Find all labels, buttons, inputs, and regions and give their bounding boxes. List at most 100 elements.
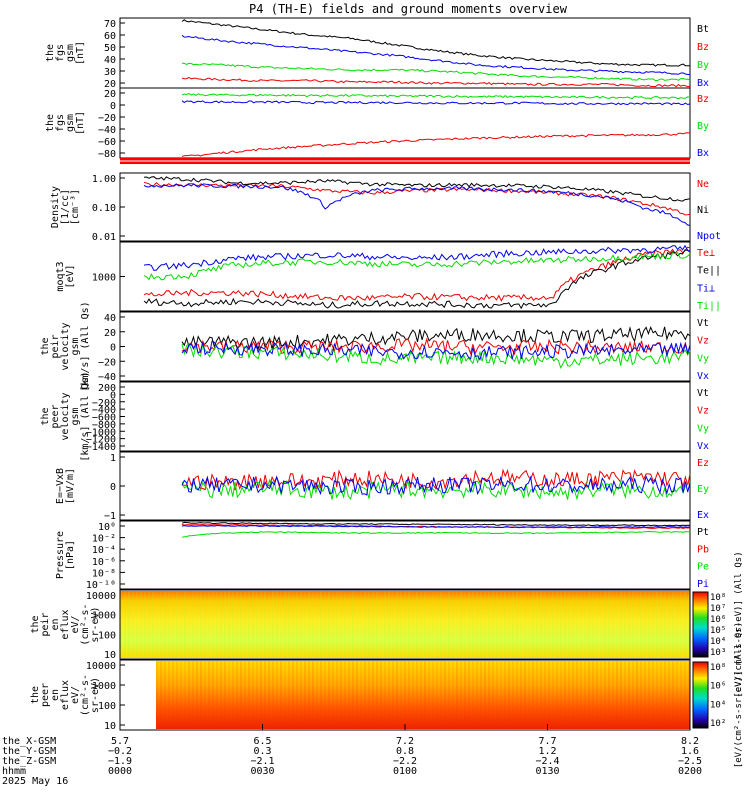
spectrogram-texture (292, 661, 294, 729)
panel-0-ylabel-line: the (45, 44, 56, 62)
spectrogram-texture (344, 591, 346, 658)
spectrogram-texture (124, 591, 126, 658)
spectrogram-texture (316, 661, 318, 729)
panel-6-ylabel-line: peer (50, 404, 61, 428)
x-row-value: 0000 (108, 766, 132, 777)
spectrogram-texture (672, 661, 674, 729)
spectrogram-texture (248, 661, 250, 729)
spectrogram-texture (612, 591, 614, 658)
spectrogram-texture (196, 661, 198, 729)
panel-4: moqt3 [eV] 1000 Te⊥ Te|| Ti⊥ Ti|| (55, 241, 721, 312)
spectrogram-texture (204, 661, 206, 729)
spectrogram-texture (288, 591, 290, 658)
legend-vt: Vt (697, 388, 709, 399)
series-bz-line (181, 132, 691, 157)
spectrogram-texture (388, 661, 390, 729)
panel-4-ytick-label: 1000 (92, 273, 116, 284)
spectrogram-texture (580, 661, 582, 729)
spectrogram-texture (424, 661, 426, 729)
spectrogram-texture (472, 661, 474, 729)
spectrogram-texture (260, 591, 262, 658)
spectrogram-texture (432, 661, 434, 729)
spectrogram-texture (396, 591, 398, 658)
legend-ey: Ey (697, 484, 709, 495)
spectrogram-texture (424, 591, 426, 658)
spectrogram-texture (280, 661, 282, 729)
legend-pe: Pe (697, 562, 709, 573)
spectrogram-texture (304, 661, 306, 729)
spectrogram-texture (420, 661, 422, 729)
panel-8-ytick-label: 10⁻⁴ (92, 545, 116, 556)
x-row-label: the_X-GSM (2, 736, 56, 747)
spectrogram-texture (632, 591, 634, 658)
spectrogram-texture (680, 661, 682, 729)
spectrogram-texture (416, 661, 418, 729)
panel-3: Density [1/cc] [cm⁻³] 1.00 0.10 0.01 Ne Ni Npot (50, 172, 721, 243)
x-row-value: 0100 (393, 766, 417, 777)
x-row-value: 6.5 (253, 736, 271, 747)
panel-9-ylabel-line: the (30, 615, 41, 633)
panel-9: the peir en eflux eV/(cm²-s-sr-eV) 10000 1000 1… (30, 551, 744, 697)
spectrogram-texture (568, 661, 570, 729)
panel-0-ytick-label: 20 (104, 79, 116, 90)
spectrogram-texture (140, 591, 142, 658)
spectrogram-texture (340, 591, 342, 658)
spectrogram-texture (176, 661, 178, 729)
x-axis-labels: the_X-GSM 5.7 6.5 7.2 7.7 8.2 the_Y-GSM −0.2 0.3… (2, 724, 702, 787)
panel-8-ytick-label: 10⁻¹⁰ (86, 580, 116, 591)
spectrogram-texture (160, 661, 162, 729)
panel-9-ylabel-line: eflux (60, 609, 71, 639)
spectrogram-texture (664, 591, 666, 658)
legend-npot: Npot (697, 231, 721, 242)
spectrogram-texture (468, 661, 470, 729)
spectrogram-texture (168, 661, 170, 729)
spectrogram-texture (584, 661, 586, 729)
spectrogram-texture (652, 591, 654, 658)
colorbar-tick-label: 10³ (710, 648, 726, 658)
legend-bt: Bt (697, 24, 709, 35)
legend-te: Te|| (697, 266, 721, 277)
spectrogram-texture (620, 661, 622, 729)
spectrogram-texture (224, 591, 226, 658)
spectrogram-texture (400, 661, 402, 729)
spectrogram-texture (300, 661, 302, 729)
spectrogram-texture (312, 661, 314, 729)
spectrogram-texture (488, 591, 490, 658)
spectrogram-texture (616, 591, 618, 658)
panel-0-ylabel-line: [nT] (75, 41, 86, 65)
spectrogram-texture (236, 591, 238, 658)
spectrogram-texture (196, 591, 198, 658)
spectrogram-texture (648, 661, 650, 729)
panel-6-ytick-label: −1000 (86, 427, 116, 438)
spectrogram-texture (532, 661, 534, 729)
spectrogram-texture (212, 591, 214, 658)
panel-0-ylabel-line: fgs (55, 44, 66, 62)
panel-3-ylabel-line: Density (50, 186, 61, 228)
spectrogram-texture (496, 591, 498, 658)
panel-1-ylabel-line: the (45, 114, 56, 132)
panel-1-ytick-label: −60 (98, 137, 116, 148)
spectrogram-texture (556, 661, 558, 729)
spectrogram-texture (568, 591, 570, 658)
spectrogram-texture (156, 661, 158, 729)
spectrogram-texture (372, 661, 374, 729)
spectrogram-texture (336, 661, 338, 729)
panel-9-ytick-label: 10 (104, 650, 116, 661)
spectrogram-texture (432, 591, 434, 658)
spectrogram-texture (268, 591, 270, 658)
spectrogram-texture (252, 661, 254, 729)
panel-10-ylabel-line: eflux (60, 680, 71, 710)
panel-5-ytick-label: 0 (110, 343, 116, 354)
spectrogram-texture (684, 661, 686, 729)
spectrogram-texture (392, 591, 394, 658)
panel-8-ytick-label: 10⁻² (92, 534, 116, 545)
spectrogram-texture (436, 591, 438, 658)
spectrogram-texture (188, 591, 190, 658)
spectrogram-texture (636, 591, 638, 658)
panel-7-frame (119, 451, 691, 521)
spectrogram-texture (308, 661, 310, 729)
panel-9-frame (119, 589, 691, 660)
panel-5-ylabel-line: peir (50, 334, 61, 358)
spectrogram-texture (380, 591, 382, 658)
spectrogram-texture (240, 661, 242, 729)
